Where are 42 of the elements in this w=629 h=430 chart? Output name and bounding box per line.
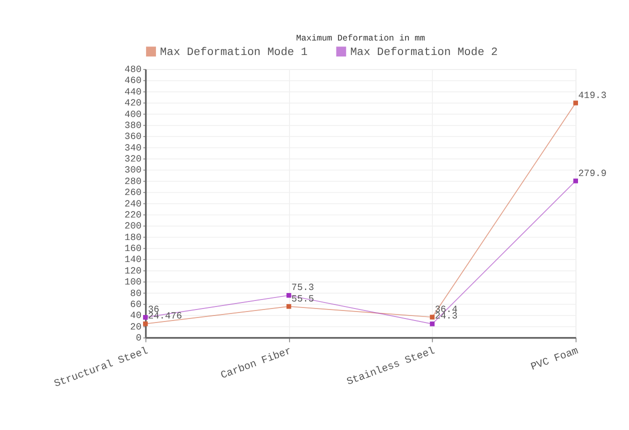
- y-tick-label: 360: [124, 131, 142, 142]
- y-tick-label: 280: [124, 176, 142, 187]
- y-tick-label: 200: [124, 220, 142, 232]
- y-tick-label: 480: [124, 64, 142, 76]
- chart-title: Maximum Deformation in mm: [296, 34, 426, 44]
- y-tick-label: 380: [124, 120, 142, 131]
- y-tick-label: 320: [124, 154, 142, 165]
- data-label: 75.3: [291, 282, 314, 294]
- y-tick-label: 120: [124, 265, 142, 276]
- data-label: 419.3: [578, 90, 607, 101]
- y-tick-label: 180: [124, 232, 142, 243]
- point: [573, 178, 578, 184]
- point: [286, 304, 292, 309]
- point: [573, 100, 578, 106]
- y-tick-label: 460: [124, 75, 142, 86]
- y-tick-label: 0: [136, 332, 142, 344]
- y-tick-label: 40: [130, 310, 142, 322]
- point: [286, 293, 292, 298]
- x-tick-label: PVC Foam: [529, 345, 580, 374]
- y-tick-label: 440: [124, 86, 142, 98]
- point: [430, 322, 435, 326]
- legend-label: Max Deformation Mode 1: [160, 46, 308, 60]
- y-tick-label: 80: [130, 288, 142, 299]
- y-tick-label: 160: [124, 243, 142, 254]
- point: [430, 314, 435, 320]
- y-tick-label: 100: [124, 276, 142, 288]
- y-tick-label: 300: [124, 164, 142, 176]
- data-label: 24.476: [148, 310, 182, 322]
- y-tick-label: 420: [124, 98, 142, 109]
- y-tick-label: 220: [124, 209, 142, 220]
- y-tick-label: 400: [124, 108, 142, 120]
- y-tick-label: 20: [130, 321, 142, 332]
- data-label: 279.9: [578, 168, 607, 179]
- y-tick-label: 340: [124, 142, 142, 154]
- point: [143, 321, 148, 326]
- y-tick-label: 260: [124, 187, 142, 198]
- legend-label: Max Deformation Mode 2: [350, 46, 498, 60]
- x-tick-label: Carbon Fiber: [219, 345, 294, 382]
- y-tick-label: 140: [124, 254, 142, 266]
- y-tick-label: 240: [124, 198, 142, 210]
- point: [143, 314, 148, 320]
- y-tick-label: 60: [130, 298, 142, 310]
